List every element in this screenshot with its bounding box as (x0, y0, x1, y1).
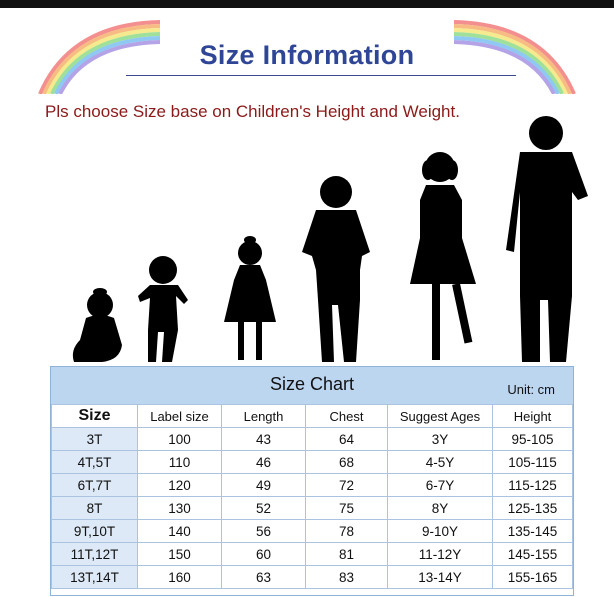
table-cell: 9T,10T (51, 519, 138, 543)
table-row: 6T,7T 120 49 72 6-7Y 115-125 (51, 473, 573, 497)
page-subtitle: Pls choose Size base on Children's Heigh… (45, 102, 460, 121)
table-row: 9T,10T 140 56 78 9-10Y 135-145 (51, 519, 573, 543)
column-header: Label size (137, 404, 222, 428)
table-cell: 72 (305, 473, 388, 497)
table-row: 3T 100 43 64 3Y 95-105 (51, 427, 573, 451)
table-cell: 100 (137, 427, 222, 451)
column-header: Size (51, 404, 138, 428)
table-cell: 11-12Y (387, 542, 493, 566)
table-cell: 83 (305, 565, 388, 589)
table-cell: 160 (137, 565, 222, 589)
table-cell: 125-135 (492, 496, 573, 520)
table-cell: 81 (305, 542, 388, 566)
table-cell: 46 (221, 450, 306, 474)
table-cell: 115-125 (492, 473, 573, 497)
table-cell: 75 (305, 496, 388, 520)
size-chart: Size Chart Unit: cm Size Label size Leng… (50, 366, 574, 596)
size-chart-unit: Unit: cm (507, 382, 555, 397)
table-cell: 49 (221, 473, 306, 497)
table-cell: 110 (137, 450, 222, 474)
table-cell: 4-5Y (387, 450, 493, 474)
children-height-silhouettes-icon (72, 116, 588, 362)
table-cell: 13-14Y (387, 565, 493, 589)
page-title: Size Information (199, 40, 415, 70)
table-cell: 43 (221, 427, 306, 451)
table-cell: 130 (137, 496, 222, 520)
column-header: Height (492, 404, 573, 428)
table-cell: 78 (305, 519, 388, 543)
table-cell: 135-145 (492, 519, 573, 543)
column-header: Suggest Ages (387, 404, 493, 428)
size-chart-title: Size Chart (269, 374, 355, 394)
table-cell: 64 (305, 427, 388, 451)
table-cell: 120 (137, 473, 222, 497)
table-cell: 63 (221, 565, 306, 589)
table-row: 4T,5T 110 46 68 4-5Y 105-115 (51, 450, 573, 474)
table-cell: 4T,5T (51, 450, 138, 474)
size-chart-header: Size Chart Unit: cm (51, 367, 573, 404)
table-cell: 8Y (387, 496, 493, 520)
column-header: Chest (305, 404, 388, 428)
table-cell: 56 (221, 519, 306, 543)
table-cell: 60 (221, 542, 306, 566)
table-cell: 68 (305, 450, 388, 474)
rainbow-left-icon (38, 20, 160, 94)
size-table: Size Label size Length Chest Suggest Age… (51, 404, 573, 589)
table-cell: 145-155 (492, 542, 573, 566)
table-cell: 9-10Y (387, 519, 493, 543)
top-bar (0, 0, 614, 8)
table-cell: 3T (51, 427, 138, 451)
table-cell: 8T (51, 496, 138, 520)
table-cell: 52 (221, 496, 306, 520)
table-cell: 3Y (387, 427, 493, 451)
table-cell: 105-115 (492, 450, 573, 474)
table-cell: 11T,12T (51, 542, 138, 566)
table-cell: 6T,7T (51, 473, 138, 497)
table-cell: 155-165 (492, 565, 573, 589)
table-row: 11T,12T 150 60 81 11-12Y 145-155 (51, 542, 573, 566)
table-row: 8T 130 52 75 8Y 125-135 (51, 496, 573, 520)
table-header-row: Size Label size Length Chest Suggest Age… (51, 404, 573, 428)
title-divider (126, 75, 516, 76)
table-cell: 150 (137, 542, 222, 566)
table-cell: 95-105 (492, 427, 573, 451)
column-header: Length (221, 404, 306, 428)
table-row: 13T,14T 160 63 83 13-14Y 155-165 (51, 565, 573, 589)
rainbow-right-icon (454, 20, 576, 94)
table-cell: 6-7Y (387, 473, 493, 497)
table-cell: 140 (137, 519, 222, 543)
table-cell: 13T,14T (51, 565, 138, 589)
